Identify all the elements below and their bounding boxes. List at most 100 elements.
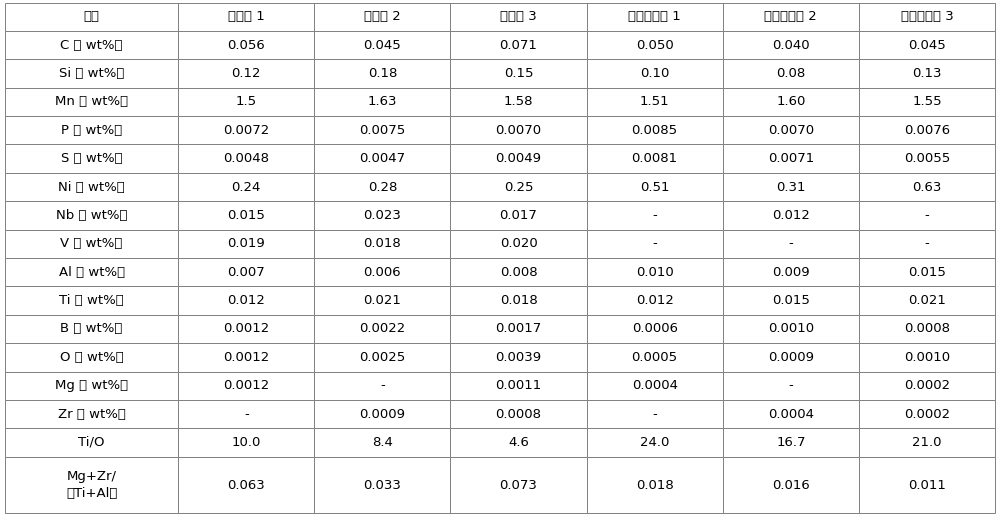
Bar [178,88,314,116]
Bar [314,457,450,513]
Bar [723,59,859,88]
Bar [723,173,859,201]
Bar [450,315,587,343]
Text: 0.050: 0.050 [636,39,674,52]
Text: -: - [925,237,929,250]
Text: 0.28: 0.28 [368,181,397,194]
Text: 0.016: 0.016 [772,478,810,492]
Text: 0.033: 0.033 [364,478,401,492]
Text: P （ wt%）: P （ wt%） [61,124,122,137]
Bar [587,31,723,59]
Bar [723,258,859,286]
Bar [859,286,995,315]
Bar [5,230,178,258]
Bar [314,315,450,343]
Text: Nb （ wt%）: Nb （ wt%） [56,209,127,222]
Bar [587,230,723,258]
Bar [859,258,995,286]
Bar [450,88,587,116]
Bar [450,144,587,173]
Bar [178,116,314,144]
Bar [859,428,995,457]
Bar [587,315,723,343]
Bar [587,3,723,31]
Text: 0.012: 0.012 [227,294,265,307]
Text: 0.015: 0.015 [227,209,265,222]
Text: B （ wt%）: B （ wt%） [60,322,123,335]
Text: 0.008: 0.008 [500,266,537,279]
Text: 0.0010: 0.0010 [768,322,814,335]
Bar [5,144,178,173]
Bar [859,457,995,513]
Text: Al （ wt%）: Al （ wt%） [59,266,125,279]
Bar [314,428,450,457]
Text: 0.0070: 0.0070 [768,124,814,137]
Bar [178,428,314,457]
Text: Zr （ wt%）: Zr （ wt%） [58,408,126,421]
Bar [859,372,995,400]
Bar [450,457,587,513]
Bar [5,315,178,343]
Bar [587,173,723,201]
Bar [859,230,995,258]
Bar [314,31,450,59]
Bar [723,343,859,372]
Text: -: - [652,237,657,250]
Bar [178,400,314,428]
Bar [450,31,587,59]
Text: 0.012: 0.012 [772,209,810,222]
Bar [314,286,450,315]
Text: 对比实施例 1: 对比实施例 1 [628,10,681,23]
Text: 0.0055: 0.0055 [904,152,950,165]
Bar [5,59,178,88]
Bar [723,230,859,258]
Text: 1.55: 1.55 [912,95,942,108]
Bar [723,88,859,116]
Text: 0.063: 0.063 [227,478,265,492]
Bar [723,372,859,400]
Text: 0.0081: 0.0081 [632,152,678,165]
Text: 0.0009: 0.0009 [359,408,405,421]
Bar [859,88,995,116]
Bar [587,457,723,513]
Text: Mg （ wt%）: Mg （ wt%） [55,379,128,392]
Bar [178,31,314,59]
Bar [5,400,178,428]
Text: 0.0006: 0.0006 [632,322,678,335]
Bar [587,144,723,173]
Bar [314,116,450,144]
Bar [178,230,314,258]
Text: 0.0009: 0.0009 [768,351,814,364]
Text: 1.60: 1.60 [776,95,806,108]
Text: 0.13: 0.13 [912,67,942,80]
Text: 0.0017: 0.0017 [495,322,542,335]
Bar [859,59,995,88]
Bar [314,144,450,173]
Text: 0.0004: 0.0004 [632,379,678,392]
Bar [314,258,450,286]
Text: 成分: 成分 [84,10,100,23]
Text: 24.0: 24.0 [640,436,669,449]
Bar [723,428,859,457]
Text: 0.0004: 0.0004 [768,408,814,421]
Text: 0.021: 0.021 [364,294,401,307]
Text: 0.31: 0.31 [776,181,806,194]
Bar [5,31,178,59]
Bar [5,3,178,31]
Bar [587,258,723,286]
Bar [450,258,587,286]
Text: 0.0085: 0.0085 [632,124,678,137]
Text: 0.071: 0.071 [500,39,537,52]
Text: 0.0076: 0.0076 [904,124,950,137]
Text: -: - [652,209,657,222]
Text: 0.018: 0.018 [364,237,401,250]
Text: 8.4: 8.4 [372,436,393,449]
Bar [450,400,587,428]
Text: 0.08: 0.08 [776,67,805,80]
Text: 10.0: 10.0 [232,436,261,449]
Bar [723,457,859,513]
Bar [587,116,723,144]
Bar [450,201,587,230]
Text: 0.0048: 0.0048 [223,152,269,165]
Bar [5,457,178,513]
